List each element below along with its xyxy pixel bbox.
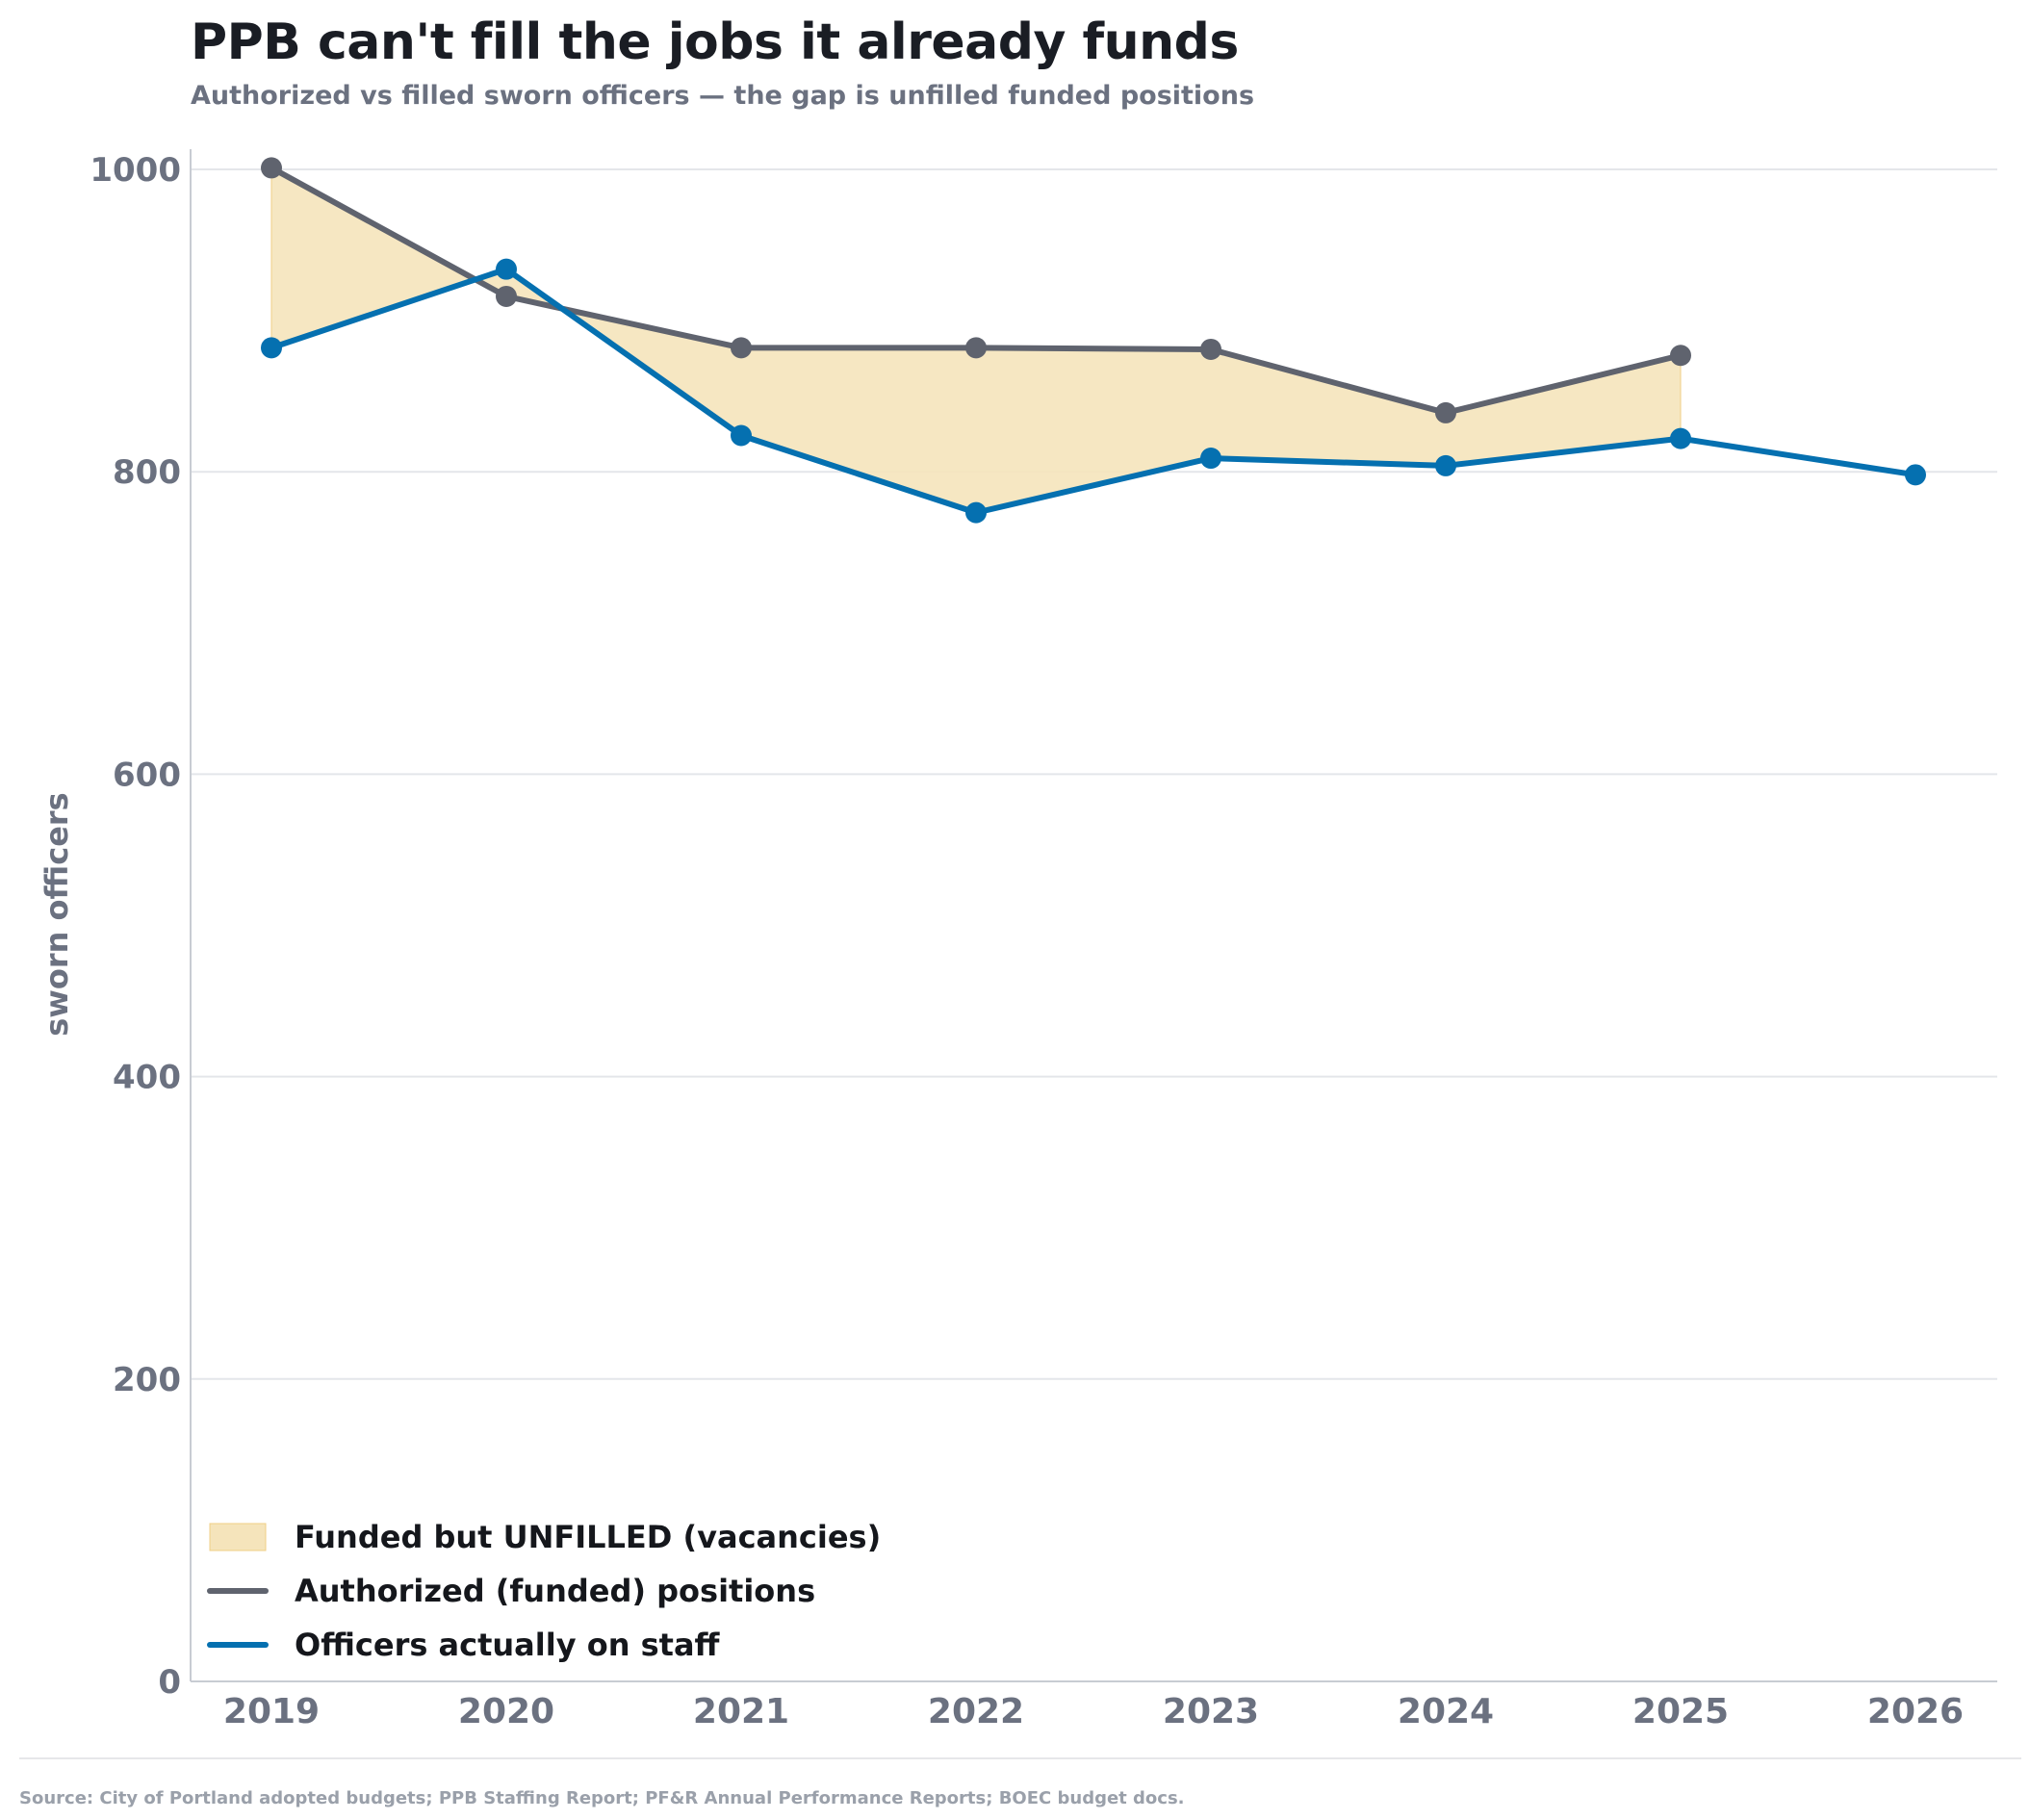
legend-label-staffed: Officers actually on staff (295, 1627, 721, 1663)
x-tick-label-2023: 2023 (1163, 1692, 1259, 1731)
authorized-point-2020 (496, 285, 517, 307)
y-tick-label-800: 800 (113, 453, 181, 492)
staffed-point-2019 (261, 337, 282, 359)
y-tick-label-400: 400 (113, 1059, 181, 1097)
footer-divider (19, 1757, 2021, 1759)
authorized-point-2022 (965, 337, 987, 359)
staffed-line (269, 266, 1918, 516)
authorized-point-2025 (1670, 345, 1691, 367)
source-note: Source: City of Portland adopted budgets… (19, 1788, 1185, 1808)
y-tick-label-1000: 1000 (90, 151, 181, 190)
legend-label-vacancies: Funded but UNFILLED (vacancies) (295, 1519, 881, 1555)
x-tick-label-2025: 2025 (1632, 1692, 1729, 1731)
authorized-point-2023 (1200, 338, 1221, 360)
axes (190, 149, 1997, 1682)
y-tick-labels: 0 200 400 600 800 1000 (90, 151, 181, 1702)
chart-subtitle: Authorized vs filled sworn officers — th… (191, 81, 1255, 111)
authorized-point-2019 (261, 157, 282, 179)
legend-label-authorized: Authorized (funded) positions (295, 1573, 815, 1609)
legend: Funded but UNFILLED (vacancies) Authorize… (207, 1519, 881, 1663)
staffed-point-2023 (1200, 448, 1221, 470)
authorized-point-2021 (731, 337, 752, 359)
chart-title: PPB can't fill the jobs it already funds (191, 13, 1239, 71)
x-tick-labels: 2019 2020 2021 2022 2023 2024 2025 2026 (223, 1692, 1964, 1731)
y-tick-label-0: 0 (158, 1663, 181, 1702)
x-tick-label-2019: 2019 (223, 1692, 320, 1731)
grid-lines (191, 168, 1997, 1380)
x-tick-label-2021: 2021 (693, 1692, 789, 1731)
staffed-point-2024 (1435, 454, 1456, 476)
y-tick-label-600: 600 (113, 756, 181, 794)
legend-swatch-vacancies (209, 1523, 267, 1551)
staffed-point-2026 (1905, 464, 1926, 486)
y-axis-label: sworn officers (39, 792, 75, 1036)
x-tick-label-2022: 2022 (928, 1692, 1024, 1731)
staffed-point-2025 (1670, 427, 1691, 449)
x-tick-label-2024: 2024 (1398, 1692, 1494, 1731)
staffed-point-2020 (496, 258, 517, 280)
staffed-point-2022 (965, 501, 987, 524)
authorized-point-2024 (1435, 401, 1456, 423)
staffed-point-2021 (731, 424, 752, 447)
y-tick-label-200: 200 (113, 1361, 181, 1399)
series-points (261, 157, 1926, 524)
x-tick-label-2020: 2020 (458, 1692, 554, 1731)
x-tick-label-2026: 2026 (1867, 1692, 1964, 1731)
